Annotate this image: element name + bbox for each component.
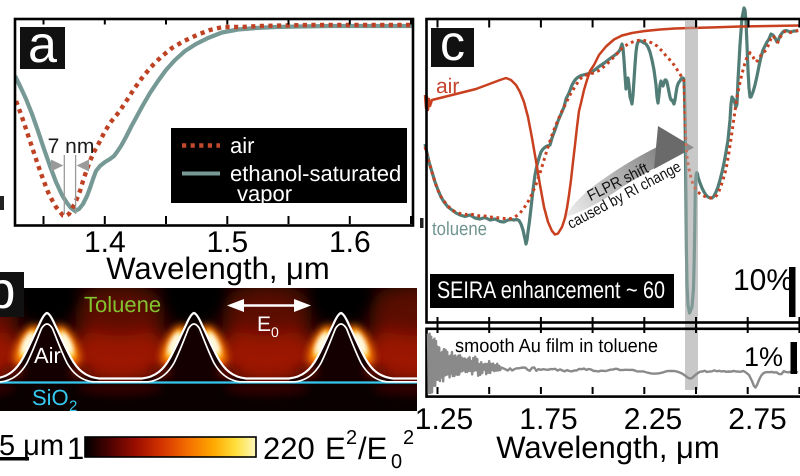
svg-text:E: E [325,431,346,466]
svg-text:toluene: toluene [432,219,487,240]
svg-text:a: a [28,16,57,74]
svg-text:air: air [436,75,459,98]
svg-text:1.5: 1.5 [206,226,248,259]
svg-text:2.25: 2.25 [624,403,682,436]
svg-text:smooth Au film in toluene: smooth Au film in toluene [455,336,658,357]
svg-text:Wavelength, μm: Wavelength, μm [496,430,719,465]
svg-text:1: 1 [67,431,84,466]
svg-text:1.75: 1.75 [519,403,577,436]
svg-text:2: 2 [403,427,414,449]
svg-text:SiO: SiO [32,385,69,410]
svg-text:/E: /E [358,431,387,466]
svg-text:1.4: 1.4 [84,226,126,259]
svg-text:220: 220 [263,431,315,466]
svg-text:Toluene: Toluene [84,292,161,317]
svg-text:2: 2 [346,427,357,449]
svg-text:Wavelength, μm: Wavelength, μm [106,251,329,286]
svg-text:SEIRA enhancement ~ 60: SEIRA enhancement ~ 60 [437,277,665,304]
svg-text:7 nm: 7 nm [48,135,95,158]
svg-text:ethanol-saturated: ethanol-saturated [230,161,401,186]
svg-text:b: b [0,262,15,320]
svg-text:vapor: vapor [237,181,292,206]
svg-text:2: 2 [69,398,77,415]
svg-text:0: 0 [391,451,402,473]
svg-text:2.75: 2.75 [728,403,786,436]
svg-text:1.25: 1.25 [415,403,473,436]
svg-text:Air: Air [34,343,61,368]
svg-text:air: air [230,133,254,158]
svg-text:1.6: 1.6 [329,226,371,259]
svg-text:c: c [440,15,465,71]
svg-text:1%: 1% [744,342,783,372]
svg-text:0: 0 [271,324,279,340]
svg-text:E: E [257,313,271,336]
svg-text:5 μm: 5 μm [0,430,64,462]
svg-text:10%: 10% [733,264,793,297]
